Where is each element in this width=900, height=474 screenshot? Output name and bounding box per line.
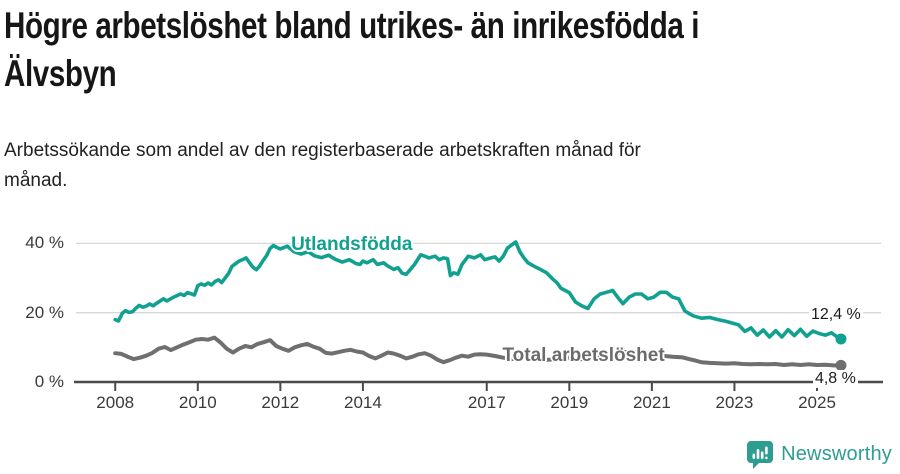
series-line-0	[113, 240, 843, 341]
newsworthy-brand-text: Newsworthy	[781, 443, 892, 465]
page-title-line2: Älvsbyn	[4, 53, 117, 94]
newsworthy-speech-bubble-bar-chart-icon	[747, 441, 774, 469]
newsworthy-logo: Newsworthy	[746, 440, 892, 469]
chart-subtitle-line2: månad.	[4, 170, 68, 191]
page-title: Högre arbetslöshet bland utrikes- än inr…	[4, 2, 699, 98]
series-end-dot-0	[835, 333, 847, 345]
chart-subtitle: Arbetssökande som andel av den registerb…	[4, 136, 641, 196]
page-title-line1: Högre arbetslöshet bland utrikes- än inr…	[4, 5, 700, 46]
series-line-1	[113, 335, 843, 368]
chart-subtitle-line1: Arbetssökande som andel av den registerb…	[4, 140, 641, 161]
series-end-dot-1	[835, 359, 847, 371]
